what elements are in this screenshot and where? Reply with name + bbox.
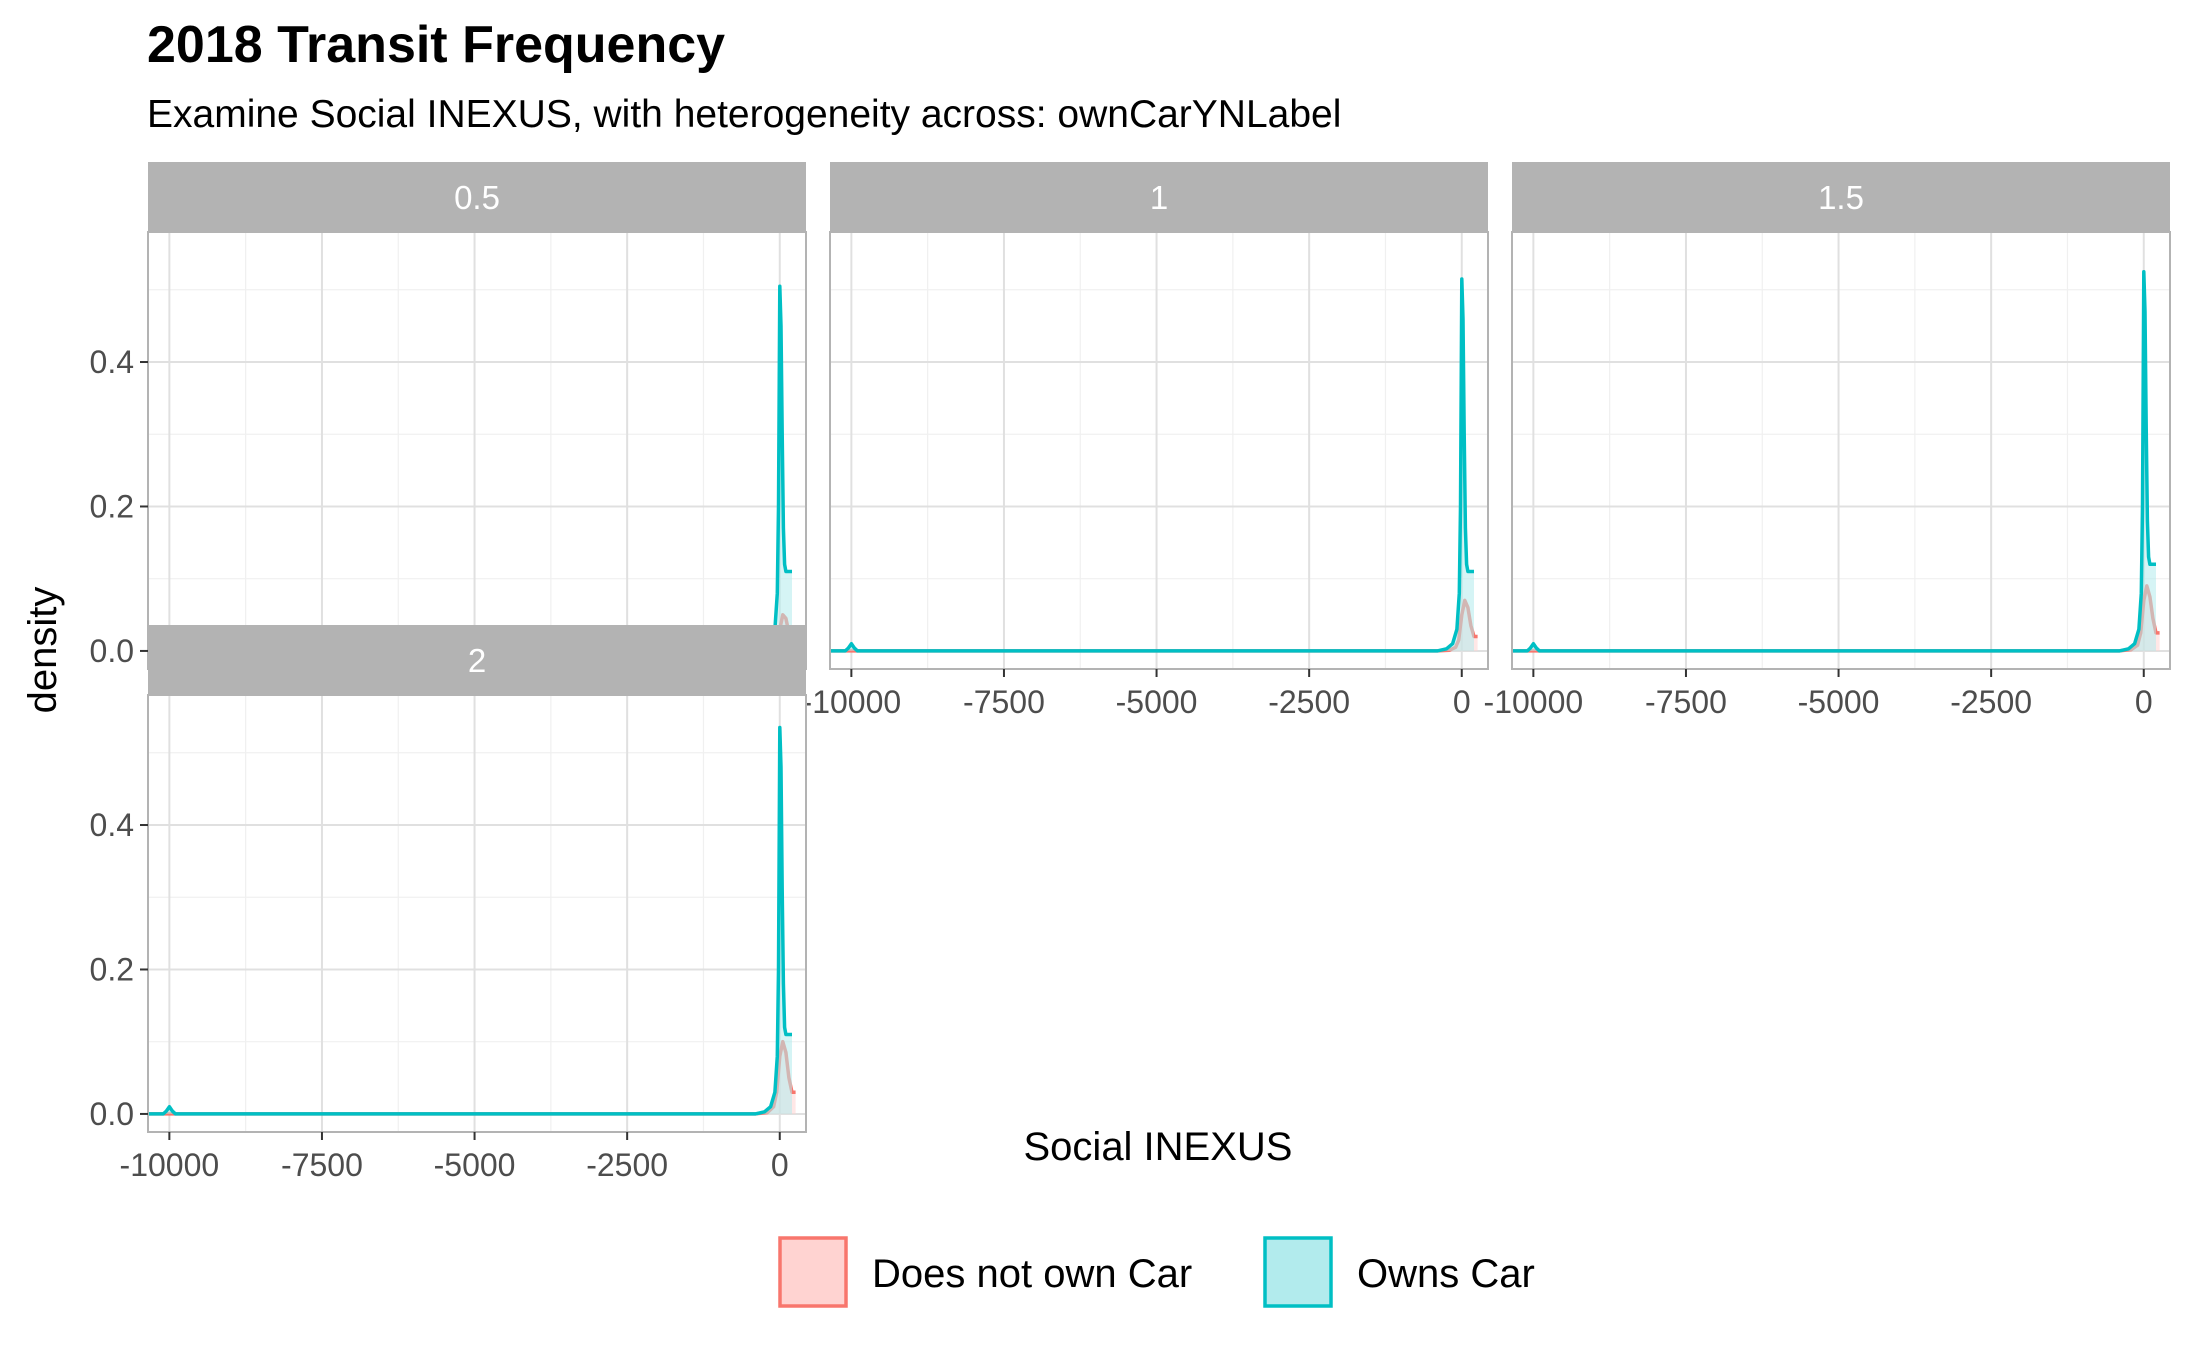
y-axis-title: density [21,587,65,714]
legend-key-does-not-own-car [778,1236,848,1308]
panel-border [829,231,1489,670]
x-tick-label: 0 [1453,684,1471,720]
facet-strip [148,162,806,232]
y-tick-label: 0.0 [90,1096,134,1132]
x-tick-label: -5000 [434,1147,516,1183]
y-tick-label: 0.2 [90,951,134,987]
panel-border [1511,231,2171,670]
panel-background [148,232,806,669]
facet-panels: 0.5 0.0 0.2 0.4 1 -10000 -7500 -5000 -2500 0 1.5 -1… [90,162,2171,1183]
y-tick-label: 0.4 [90,344,134,380]
legend-item-owns-car: Owns Car [1263,1236,1535,1308]
facet-panel-1-5: 1.5 -10000 -7500 -5000 -2500 0 [1484,162,2171,720]
x-tick-label: -7500 [281,1147,363,1183]
facet-panel-2: 2 0.0 0.2 0.4 -10000 -7500 -5000 -2500 0 [90,625,807,1183]
x-tick-label: -2500 [1950,684,2032,720]
x-tick-label: 0 [771,1147,789,1183]
y-tick-label: 0.0 [90,633,134,669]
density-layer [830,277,1478,653]
facet-strip-label: 0.5 [454,179,500,216]
facet-strip [148,625,806,695]
legend-key-owns-car [1263,1236,1333,1308]
panel-background [830,232,1488,669]
density-line-owns-car [1512,269,2156,653]
facet-strip-label: 1 [1150,179,1168,216]
density-layer [1512,269,2160,653]
y-tick-label: 0.4 [90,807,134,843]
x-tick-label: -10000 [802,684,902,720]
facet-strip-label: 1.5 [1818,179,1864,216]
x-tick-label: -2500 [586,1147,668,1183]
panel-background [1512,232,2170,669]
panel-border [147,694,807,1133]
density-line-owns-car [148,725,792,1116]
legend-label-owns-car: Owns Car [1357,1252,1535,1296]
legend-label-does-not-own-car: Does not own Car [872,1252,1192,1296]
x-tick-label: 0 [2135,684,2153,720]
chart-subtitle: Examine Social INEXUS, with heterogeneit… [147,93,1341,136]
x-tick-label: -10000 [120,1147,220,1183]
facet-panel-0-5: 0.5 0.0 0.2 0.4 [90,162,807,670]
y-tick-label: 0.2 [90,488,134,524]
x-tick-label: -2500 [1268,684,1350,720]
x-axis-title: Social INEXUS [1024,1125,1293,1169]
chart-title: 2018 Transit Frequency [147,16,725,74]
facet-panel-1: 1 -10000 -7500 -5000 -2500 0 [802,162,1489,720]
x-tick-label: -7500 [1645,684,1727,720]
density-layer [148,725,796,1116]
x-tick-label: -7500 [963,684,1045,720]
legend: Does not own Car Owns Car [778,1236,1535,1308]
density-line-owns-car [830,277,1474,653]
facet-strip-label: 2 [468,642,486,679]
facet-strip [1512,162,2170,232]
legend-item-does-not-own-car: Does not own Car [778,1236,1192,1308]
facet-strip [830,162,1488,232]
x-tick-label: -5000 [1798,684,1880,720]
panel-background [148,695,806,1132]
x-tick-label: -10000 [1484,684,1584,720]
x-tick-label: -5000 [1116,684,1198,720]
